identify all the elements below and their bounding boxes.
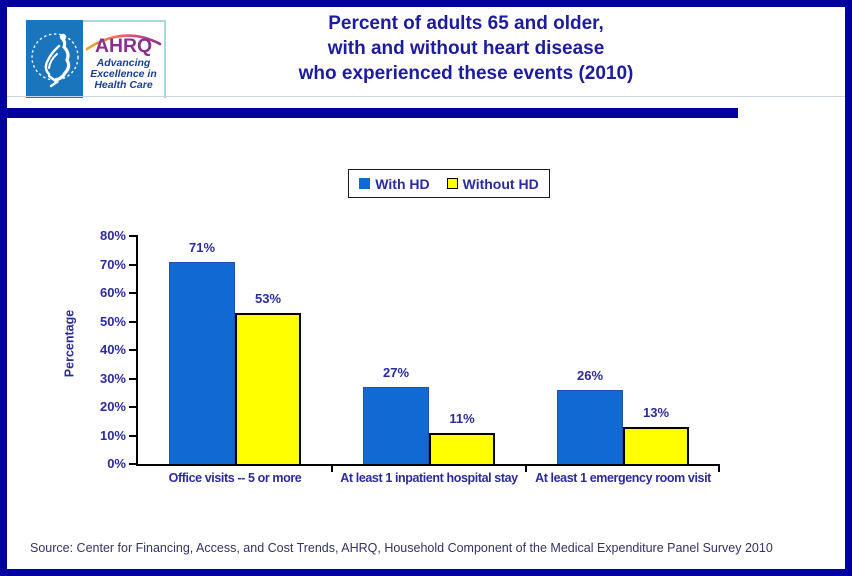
bar-without-hd-office-visits-5-or-more	[235, 313, 301, 464]
slide-title-line-1: Percent of adults 65 and older,	[328, 13, 604, 34]
bar-without-hd-at-least-1-inpatient-hospital-stay	[429, 433, 495, 464]
legend-label-without-hd: Without HD	[462, 175, 539, 192]
y-axis-tick	[129, 434, 138, 437]
y-axis-tick	[129, 463, 138, 465]
legend-swatch-with-hd	[359, 178, 371, 189]
y-axis-tick-label: 70%	[99, 256, 126, 272]
y-axis-tick	[129, 377, 138, 380]
bar-with-hd-at-least-1-emergency-room-visit	[557, 390, 623, 464]
legend-item-with-hd: With HD	[359, 175, 430, 192]
y-axis-tick-label: 10%	[99, 427, 126, 443]
value-label-with-hd-office-visits-5-or-more: 71%	[188, 240, 216, 255]
slide-title-line-2: with and without heart disease	[327, 38, 605, 59]
ahrq-tagline-line: Health Care	[94, 79, 153, 91]
y-axis-tick-label: 80%	[99, 228, 126, 243]
y-axis-tick-label: 40%	[99, 342, 126, 357]
category-label-office-visits-5-or-more: Office visits -- 5 or more	[168, 471, 302, 485]
y-axis-tick-label: 30%	[99, 370, 126, 386]
ahrq-tagline-line: Excellence in	[90, 68, 157, 80]
header-rule	[7, 96, 845, 97]
y-axis-tick-label: 0%	[107, 456, 126, 471]
x-axis-tick	[718, 464, 720, 472]
legend-swatch-without-hd	[446, 178, 458, 189]
ahrq-tagline: Advancing Excellence in Health Care	[83, 58, 164, 91]
divider-bar	[7, 108, 738, 118]
bar-without-hd-at-least-1-emergency-room-visit	[623, 427, 689, 464]
y-axis-tick-label: 50%	[99, 313, 126, 329]
legend-item-without-hd: Without HD	[446, 175, 539, 192]
legend-label-with-hd: With HD	[375, 175, 430, 192]
slide-title: Percent of adults 65 and older, with and…	[157, 11, 775, 86]
chart-legend: With HD Without HD	[348, 169, 550, 198]
y-axis-tick-label: 20%	[99, 399, 126, 414]
x-axis-tick	[525, 464, 527, 472]
ahrq-acronym: AHRQ	[94, 36, 153, 57]
y-axis-tick	[129, 235, 138, 237]
bar-with-hd-at-least-1-inpatient-hospital-stay	[363, 387, 429, 464]
agency-logo-block: AHRQ Advancing Excellence in Health Care	[26, 20, 166, 98]
y-axis-tick-label: 60%	[99, 285, 126, 300]
hhs-eagle-icon	[30, 33, 79, 88]
y-axis-tick	[129, 406, 138, 408]
value-label-with-hd-at-least-1-inpatient-hospital-stay: 27%	[382, 365, 410, 380]
category-label-at-least-1-emergency-room-visit: At least 1 emergency room visit	[535, 471, 711, 485]
hhs-logo	[26, 20, 83, 98]
ahrq-tagline-line: Advancing	[96, 57, 151, 69]
source-note: Source: Center for Financing, Access, an…	[30, 541, 773, 555]
y-axis-tick	[129, 263, 138, 266]
ahrq-logo: AHRQ Advancing Excellence in Health Care	[83, 20, 166, 98]
value-label-without-hd-at-least-1-inpatient-hospital-stay: 11%	[449, 411, 475, 426]
value-label-without-hd-at-least-1-emergency-room-visit: 13%	[642, 405, 670, 420]
slide-title-line-3: who experienced these events (2010)	[298, 63, 634, 84]
ahrq-rainbow-arc-icon	[85, 34, 162, 51]
plot-area: Percentage 0% 10% 20% 30% 40% 50% 60% 70% 80% 71%…	[63, 228, 720, 485]
category-label-at-least-1-inpatient-hospital-stay: At least 1 inpatient hospital stay	[340, 471, 518, 485]
bar-with-hd-office-visits-5-or-more	[169, 262, 235, 464]
y-axis-tick	[129, 349, 138, 351]
value-label-with-hd-at-least-1-emergency-room-visit: 26%	[576, 368, 604, 383]
value-label-without-hd-office-visits-5-or-more: 53%	[254, 291, 282, 306]
y-axis-tick	[129, 292, 138, 294]
x-axis-tick	[331, 464, 333, 472]
y-axis-tick	[129, 320, 138, 323]
